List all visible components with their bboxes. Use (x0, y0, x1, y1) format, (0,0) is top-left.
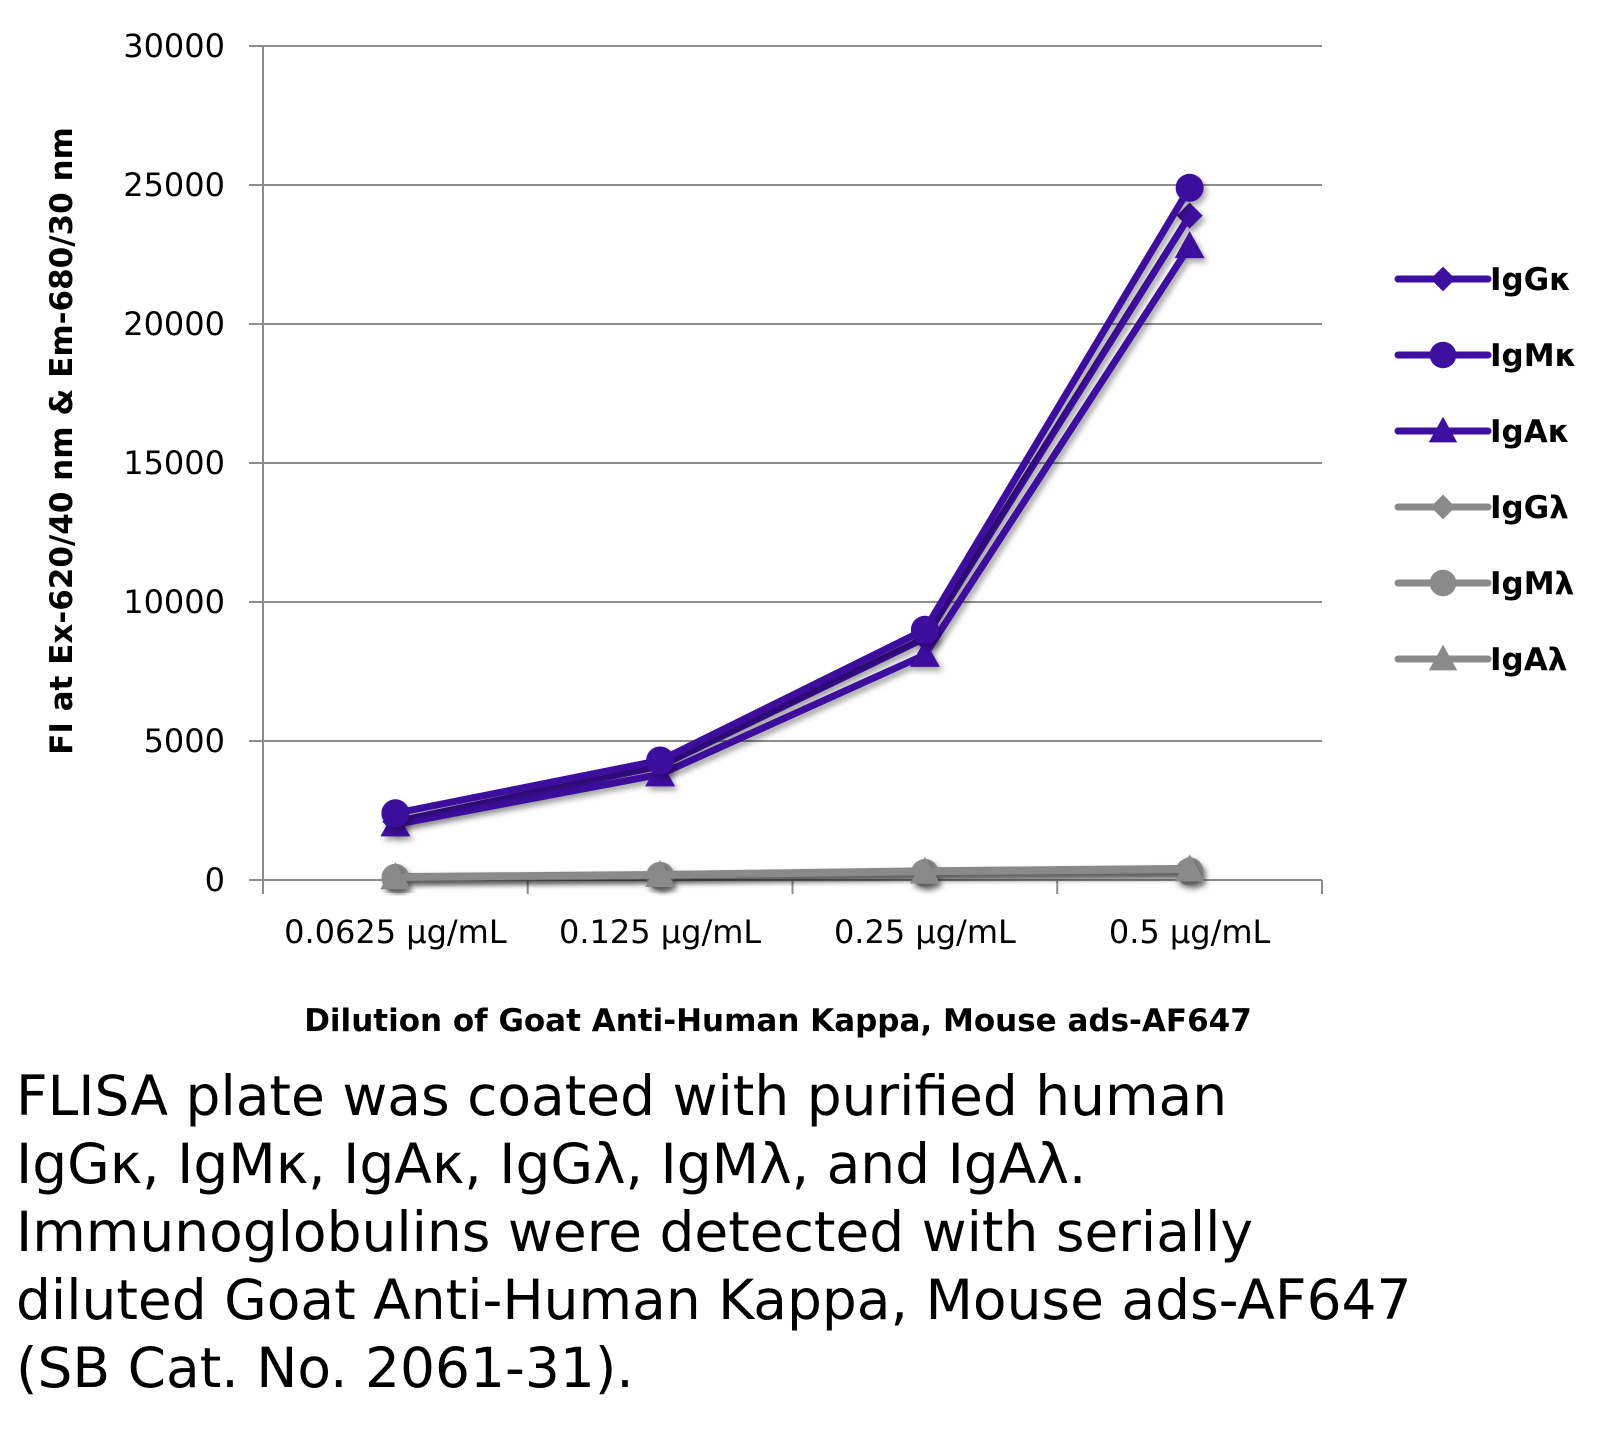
series-IgMκ (381, 173, 1204, 828)
legend-label: IgGλ (1490, 490, 1569, 526)
legend-label: IgMκ (1490, 338, 1577, 374)
series-line (391, 865, 1194, 881)
legend-item: IgMλ (1394, 566, 1574, 602)
data-point (646, 746, 675, 775)
legend-label: IgAκ (1490, 414, 1570, 450)
y-tick-label: 30000 (123, 27, 225, 65)
x-tick-labels: 0.0625 µg/mL 0.125 µg/mL 0.25 µg/mL 0.5 µg/… (284, 913, 1270, 951)
data-point (381, 799, 410, 828)
caption-line: Immunoglobulins were detected with seria… (16, 1200, 1254, 1264)
legend-item: IgAκ (1394, 414, 1570, 450)
series-IgAκ (380, 231, 1205, 837)
x-axis-title: Dilution of Goat Anti-Human Kappa, Mouse… (304, 1003, 1252, 1039)
legend-label: IgGκ (1490, 262, 1571, 298)
y-tick-label: 20000 (123, 305, 225, 343)
x-tick-label: 0.0625 µg/mL (284, 913, 507, 951)
legend-item: IgMκ (1394, 338, 1577, 374)
series-group (380, 173, 1205, 892)
caption-line: diluted Goat Anti-Human Kappa, Mouse ads… (16, 1268, 1412, 1332)
data-point (910, 615, 939, 644)
data-point (1174, 231, 1205, 259)
data-point (909, 856, 940, 884)
y-tick-label: 5000 (144, 722, 225, 760)
legend-item: IgAλ (1394, 642, 1567, 678)
series-line (391, 212, 1194, 826)
legend-marker (1430, 494, 1456, 520)
legend-item: IgGλ (1394, 490, 1569, 526)
caption-line: (SB Cat. No. 2061-31). (16, 1336, 634, 1400)
legend-marker (1429, 341, 1457, 369)
caption-line: FLISA plate was coated with purified hum… (16, 1064, 1228, 1128)
series-line (391, 184, 1194, 817)
legend-label: IgMλ (1490, 566, 1574, 602)
data-point (645, 859, 676, 887)
y-tick-label: 25000 (123, 166, 225, 204)
legend-label: IgAλ (1490, 642, 1567, 678)
gridlines (263, 45, 1322, 742)
legend-marker (1428, 416, 1458, 443)
y-tick-label: 10000 (123, 583, 225, 621)
series-line (391, 242, 1194, 828)
axes (249, 45, 1323, 894)
x-tick-label: 0.125 µg/mL (559, 913, 761, 951)
legend-marker (1430, 266, 1456, 292)
series-IgAλ (380, 854, 1205, 890)
legend-item: IgGκ (1394, 262, 1571, 298)
x-tick-label: 0.5 µg/mL (1109, 913, 1271, 951)
y-tick-labels: 0 5000 10000 15000 20000 25000 30000 (123, 27, 225, 899)
data-point (1175, 173, 1204, 202)
y-tick-label: 15000 (123, 444, 225, 482)
y-tick-label: 0 (205, 861, 225, 899)
series-IgGκ (382, 202, 1203, 835)
data-point (909, 639, 940, 667)
caption-line: IgGκ, IgMκ, IgAκ, IgGλ, IgMλ, and IgAλ. (16, 1132, 1087, 1196)
line-chart: 0 5000 10000 15000 20000 25000 30000 0.0625 µg… (44, 27, 1577, 1039)
legend: IgGκ IgMκ IgAκ IgGλ IgMλ IgAλ (1394, 262, 1577, 678)
data-point (1176, 202, 1203, 229)
data-point (380, 862, 411, 890)
data-point (1174, 854, 1205, 882)
y-axis-title: FI at Ex-620/40 nm & Em-680/30 nm (44, 127, 80, 755)
x-tick-label: 0.25 µg/mL (834, 913, 1016, 951)
legend-marker (1428, 644, 1458, 671)
figure-caption: FLISA plate was coated with purified hum… (16, 1062, 1586, 1402)
legend-marker (1429, 569, 1457, 597)
